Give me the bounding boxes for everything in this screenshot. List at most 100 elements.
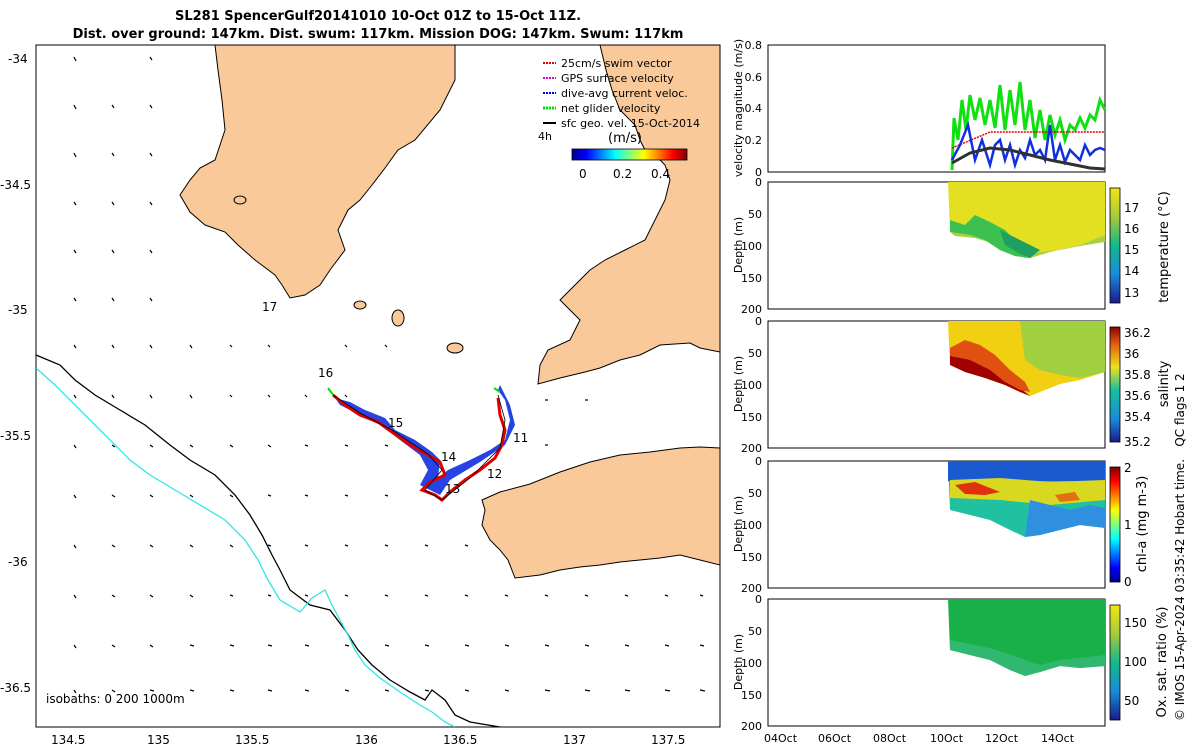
depth-tick: 100 xyxy=(741,379,762,392)
cb-tick: 2 xyxy=(1124,461,1132,475)
velocity-tick: 0 xyxy=(755,166,762,179)
net-glider-velocity-track xyxy=(327,387,501,397)
swim-speed-line xyxy=(951,131,1105,149)
depth-tick: 200 xyxy=(741,582,762,595)
island-small xyxy=(233,195,247,205)
lon-tick-label: 137 xyxy=(563,733,586,747)
date-tick: 10Oct xyxy=(930,732,964,745)
cb-tick: 1 xyxy=(1124,518,1132,532)
depth-ylabel: Depth (m) xyxy=(732,356,745,412)
lat-tick-label: -35.5 xyxy=(0,429,31,443)
cb-tick: 150 xyxy=(1124,616,1147,630)
glider-track xyxy=(327,385,515,502)
legend-label: GPS surface velocity xyxy=(561,72,674,85)
lat-tick-label: -35 xyxy=(8,303,28,317)
day-label: 14 xyxy=(441,450,456,464)
cb-tick: 14 xyxy=(1124,264,1139,278)
depth-tick: 0 xyxy=(755,593,762,606)
lon-tick-label: 136.5 xyxy=(443,733,477,747)
cb-tick: 100 xyxy=(1124,655,1147,669)
date-tick: 12Oct xyxy=(985,732,1019,745)
colorbar-unit: (m/s) xyxy=(608,131,642,146)
map-legend: 25cm/s swim vector GPS surface velocity … xyxy=(538,57,700,181)
day-label: 17 xyxy=(262,300,277,314)
depth-tick: 50 xyxy=(748,208,762,221)
date-tick: 08Oct xyxy=(873,732,907,745)
colorbar-tick: 0.2 xyxy=(613,167,632,181)
velocity-panel: 0 0.2 0.4 0.6 0.8 velocity magnitude (m/… xyxy=(732,39,1107,179)
cb-tick: 35.4 xyxy=(1124,410,1151,424)
cb-tick: 35.6 xyxy=(1124,389,1151,403)
legend-label: sfc geo. vel. 15-Oct-2014 xyxy=(561,117,700,130)
date-tick: 14Oct xyxy=(1041,732,1075,745)
depth-tick: 150 xyxy=(741,689,762,702)
temperature-cb-label: temperature (°C) xyxy=(1157,191,1172,303)
salinity-colorbar xyxy=(1109,326,1121,443)
time-scale-label: 4h xyxy=(538,130,552,143)
depth-ylabel: Depth (m) xyxy=(732,217,745,273)
cb-tick: 50 xyxy=(1124,694,1139,708)
speed-colorbar xyxy=(571,148,688,161)
cb-tick: 35.2 xyxy=(1124,435,1151,449)
chla-colorbar xyxy=(1109,466,1121,583)
net-glider-speed-line xyxy=(950,81,1107,171)
depth-tick: 150 xyxy=(741,411,762,424)
cb-tick: 0 xyxy=(1124,575,1132,589)
colorbar-tick: 0 xyxy=(579,167,587,181)
legend-label: 25cm/s swim vector xyxy=(561,57,672,70)
day-label: 11 xyxy=(513,431,528,445)
depth-tick: 0 xyxy=(755,315,762,328)
lon-tick-label: 134.5 xyxy=(51,733,85,747)
imos-timestamp: © IMOS 15-Apr-2024 03:35:42 Hobart time. xyxy=(1173,459,1187,721)
qc-flags-label: QC flags 1 2 xyxy=(1173,373,1187,446)
lat-tick-label: -36.5 xyxy=(0,681,31,695)
land-peninsula-north xyxy=(179,45,456,299)
isobaths-label: isobaths: 0 200 1000m xyxy=(46,692,185,706)
lon-tick-label: 136 xyxy=(355,733,378,747)
lat-tick-label: -36 xyxy=(8,555,28,569)
cb-tick: 13 xyxy=(1124,286,1139,300)
lat-tick-label: -34.5 xyxy=(0,178,31,192)
depth-tick: 0 xyxy=(755,176,762,189)
date-tick: 06Oct xyxy=(818,732,852,745)
map-title-line1: SL281 SpencerGulf20141010 10-Oct 01Z to … xyxy=(174,9,582,24)
day-label: 12 xyxy=(487,467,502,481)
depth-ylabel: Depth (m) xyxy=(732,496,745,552)
dive-avg-current-track xyxy=(335,385,515,495)
land-kangaroo-island xyxy=(481,446,720,579)
legend-label: net glider velocity xyxy=(561,102,661,115)
cb-tick: 17 xyxy=(1124,201,1139,215)
island-small xyxy=(353,300,367,310)
depth-tick: 200 xyxy=(741,303,762,316)
velocity-tick: 0.4 xyxy=(745,102,763,115)
depth-tick: 100 xyxy=(741,657,762,670)
day-label: 16 xyxy=(318,366,333,380)
depth-tick: 100 xyxy=(741,240,762,253)
isobath-200m xyxy=(36,354,501,727)
land-mainland-east xyxy=(537,45,720,385)
current-vectors xyxy=(73,56,706,694)
velocity-ylabel: velocity magnitude (m/s) xyxy=(732,39,745,177)
lon-tick-label: 135.5 xyxy=(235,733,269,747)
salinity-cb-label: salinity xyxy=(1157,360,1172,407)
map-panel: 17 16 15 14 13 12 11 134.5 135 135.5 136… xyxy=(0,44,721,747)
depth-tick: 200 xyxy=(741,442,762,455)
salinity-panel: 0 50 100 150 200 Depth (m) 36.2 36 35.8 … xyxy=(732,315,1172,455)
oxygen-colorbar xyxy=(1109,604,1121,721)
depth-tick: 150 xyxy=(741,272,762,285)
velocity-tick: 0.8 xyxy=(745,39,763,52)
oxygen-cb-label: Ox. sat. ratio (%) xyxy=(1155,607,1170,718)
glider-path-line xyxy=(332,394,506,501)
depth-tick: 50 xyxy=(748,487,762,500)
depth-tick: 0 xyxy=(755,455,762,468)
map-title-line2: Dist. over ground: 147km. Dist. swum: 11… xyxy=(72,27,684,42)
cb-tick: 16 xyxy=(1124,222,1139,236)
map-lon-axis: 134.5 135 135.5 136 136.5 137 137.5 xyxy=(51,733,685,747)
date-axis: 04Oct 06Oct 08Oct 10Oct 12Oct 14Oct xyxy=(764,732,1075,745)
colorbar-tick: 0.4 xyxy=(651,167,670,181)
island-small xyxy=(446,342,464,354)
temperature-panel: 0 50 100 150 200 Depth (m) 17 16 15 14 1… xyxy=(732,176,1172,316)
depth-tick: 150 xyxy=(741,551,762,564)
legend-label: dive-avg current veloc. xyxy=(561,87,688,100)
